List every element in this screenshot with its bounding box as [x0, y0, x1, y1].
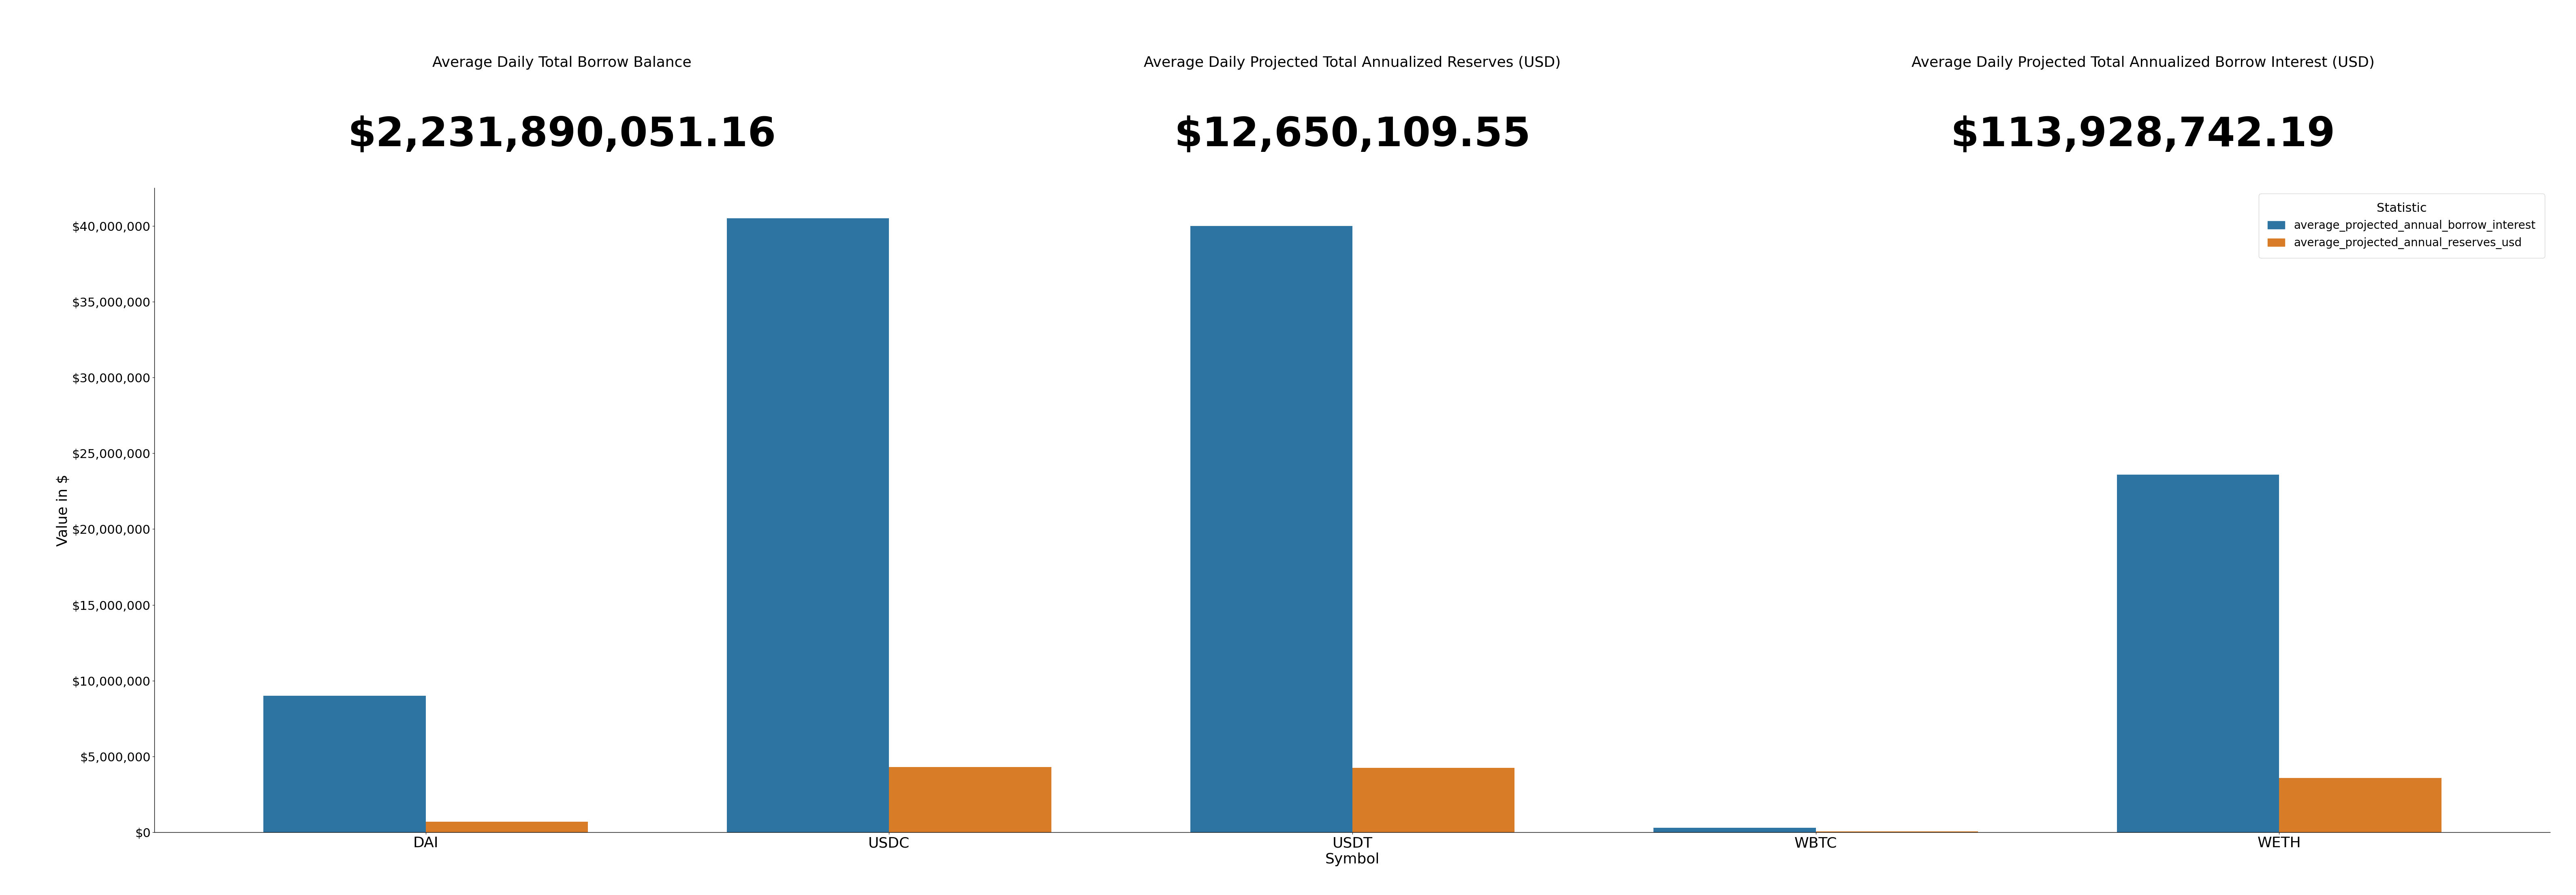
X-axis label: Symbol: Symbol — [1324, 852, 1381, 866]
Text: Average Daily Projected Total Annualized Reserves (USD): Average Daily Projected Total Annualized… — [1144, 55, 1561, 70]
Bar — [1190, 226, 1352, 832]
Bar — [1352, 768, 1515, 832]
Bar — [425, 822, 587, 832]
Bar — [263, 696, 425, 832]
Bar — [2280, 778, 2442, 832]
Bar — [2117, 474, 2280, 832]
Text: $12,650,109.55: $12,650,109.55 — [1175, 115, 1530, 155]
Text: $113,928,742.19: $113,928,742.19 — [1950, 115, 2336, 155]
Text: Average Daily Total Borrow Balance: Average Daily Total Borrow Balance — [433, 55, 690, 70]
Bar — [726, 218, 889, 832]
Text: Average Daily Projected Total Annualized Borrow Interest (USD): Average Daily Projected Total Annualized… — [1911, 55, 2375, 70]
Y-axis label: Value in $: Value in $ — [57, 474, 70, 546]
Bar — [889, 767, 1051, 832]
Text: $2,231,890,051.16: $2,231,890,051.16 — [348, 115, 775, 155]
Bar — [1654, 828, 1816, 832]
Legend: average_projected_annual_borrow_interest, average_projected_annual_reserves_usd: average_projected_annual_borrow_interest… — [2259, 193, 2545, 258]
